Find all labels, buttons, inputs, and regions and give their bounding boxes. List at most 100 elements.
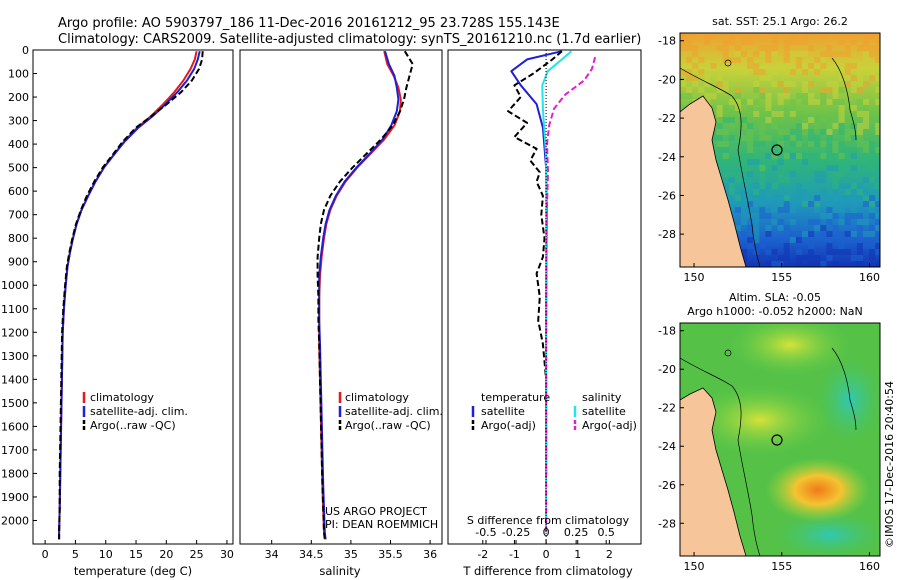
sst-pixel bbox=[838, 99, 845, 105]
temperature-legend: climatology satellite-adj. clim. Argo(..… bbox=[82, 391, 188, 432]
sst-pixel bbox=[838, 249, 845, 255]
sst-pixel bbox=[875, 147, 880, 153]
sst-pixel bbox=[783, 177, 790, 183]
sst-pixel bbox=[747, 129, 754, 135]
sst-pixel bbox=[826, 159, 833, 165]
sst-pixel bbox=[753, 99, 760, 105]
sst-pixel bbox=[795, 135, 802, 141]
sst-pixel bbox=[680, 39, 687, 45]
map-lon-tick-label: 155 bbox=[771, 560, 792, 573]
depth-tick-label: 600 bbox=[8, 185, 29, 198]
sla-anomaly-warm-eddy bbox=[766, 458, 870, 522]
sst-pixel bbox=[808, 93, 815, 99]
series-satellite-adj-clim- bbox=[58, 50, 201, 540]
salinity-diff-tick-label: 0.25 bbox=[564, 526, 589, 539]
sst-pixel bbox=[747, 63, 754, 69]
sst-pixel bbox=[783, 255, 790, 261]
sst-pixel bbox=[838, 51, 845, 57]
difference-lines bbox=[507, 50, 597, 544]
sst-pixel bbox=[850, 207, 857, 213]
map-lat-tick-label: -18 bbox=[658, 325, 676, 338]
sst-pixel bbox=[832, 51, 839, 57]
sst-pixel bbox=[680, 45, 687, 51]
sst-pixel bbox=[826, 135, 833, 141]
difference-legend: temperature satellite Argo(-adj) salinit… bbox=[471, 391, 637, 432]
sst-pixel bbox=[716, 111, 723, 117]
sst-pixel bbox=[722, 159, 729, 165]
sst-pixel bbox=[753, 111, 760, 117]
sst-pixel bbox=[802, 33, 809, 39]
sst-pixel bbox=[869, 45, 876, 51]
sst-pixel bbox=[808, 117, 815, 123]
x-tick-label: 0 bbox=[543, 548, 550, 561]
sst-pixel bbox=[826, 201, 833, 207]
sst-pixel bbox=[722, 39, 729, 45]
salinity-x-axis: 34 34.5 35 35.5 36 bbox=[265, 540, 437, 561]
sst-pixel bbox=[741, 153, 748, 159]
sst-pixel bbox=[838, 219, 845, 225]
temperature-plot-frame bbox=[32, 49, 234, 545]
sst-pixel bbox=[777, 237, 784, 243]
sst-pixel bbox=[838, 165, 845, 171]
sst-pixel bbox=[741, 249, 748, 255]
sst-pixel bbox=[814, 177, 821, 183]
sst-pixel bbox=[777, 219, 784, 225]
sst-pixel bbox=[850, 255, 857, 261]
sst-pixel bbox=[789, 69, 796, 75]
sst-pixel bbox=[704, 75, 711, 81]
sst-pixel bbox=[795, 261, 802, 267]
sst-pixel bbox=[850, 237, 857, 243]
sst-pixel bbox=[856, 123, 863, 129]
sst-pixel bbox=[844, 69, 851, 75]
depth-tick-label: 1400 bbox=[1, 373, 29, 386]
sst-pixel bbox=[783, 45, 790, 51]
map-lat-tick-label: -20 bbox=[658, 73, 676, 86]
sst-pixel bbox=[783, 51, 790, 57]
legend-label-sal-satellite: satellite bbox=[582, 405, 626, 418]
sst-pixel bbox=[759, 243, 766, 249]
sst-pixel bbox=[765, 261, 772, 267]
sst-pixel bbox=[869, 195, 876, 201]
sst-pixel bbox=[844, 81, 851, 87]
sst-pixel bbox=[820, 213, 827, 219]
sst-pixel bbox=[869, 153, 876, 159]
x-tick-label: 35.5 bbox=[378, 548, 403, 561]
sst-map-axes: 150 155 160 -18 -20 -22 -24 -26 -28 bbox=[658, 35, 880, 284]
sst-pixel bbox=[680, 93, 687, 99]
sst-pixel bbox=[783, 57, 790, 63]
sst-pixel bbox=[765, 231, 772, 237]
sst-pixel bbox=[734, 195, 741, 201]
sst-pixel bbox=[753, 195, 760, 201]
sst-pixel bbox=[820, 87, 827, 93]
x-tick-label: 2 bbox=[606, 548, 613, 561]
sst-map-title: sat. SST: 25.1 Argo: 26.2 bbox=[712, 15, 848, 28]
sst-pixel bbox=[741, 135, 748, 141]
sst-pixel bbox=[844, 213, 851, 219]
sst-pixel bbox=[856, 45, 863, 51]
legend-title-salinity: salinity bbox=[582, 391, 622, 404]
sla-map-subtitle: Argo h1000: -0.052 h2000: NaN bbox=[687, 305, 863, 318]
sst-pixel bbox=[832, 165, 839, 171]
sst-pixel bbox=[869, 111, 876, 117]
difference-plot-frame bbox=[447, 49, 642, 545]
sst-pixel bbox=[771, 69, 778, 75]
salinity-diff-tick-label: -0.25 bbox=[502, 526, 530, 539]
sst-pixel bbox=[850, 183, 857, 189]
sst-pixel bbox=[850, 189, 857, 195]
sst-pixel bbox=[875, 231, 880, 237]
sst-pixel bbox=[856, 225, 863, 231]
sst-pixel bbox=[820, 129, 827, 135]
sst-pixel bbox=[832, 33, 839, 39]
sst-pixel bbox=[820, 177, 827, 183]
sst-pixel bbox=[728, 123, 735, 129]
sst-pixel bbox=[802, 39, 809, 45]
sst-pixel bbox=[771, 165, 778, 171]
sst-pixel bbox=[734, 45, 741, 51]
sst-pixel bbox=[844, 159, 851, 165]
sst-pixel bbox=[850, 39, 857, 45]
sst-pixel bbox=[777, 201, 784, 207]
sst-pixel bbox=[795, 57, 802, 63]
sst-pixel bbox=[777, 63, 784, 69]
sst-pixel bbox=[844, 135, 851, 141]
sst-pixel bbox=[863, 51, 870, 57]
